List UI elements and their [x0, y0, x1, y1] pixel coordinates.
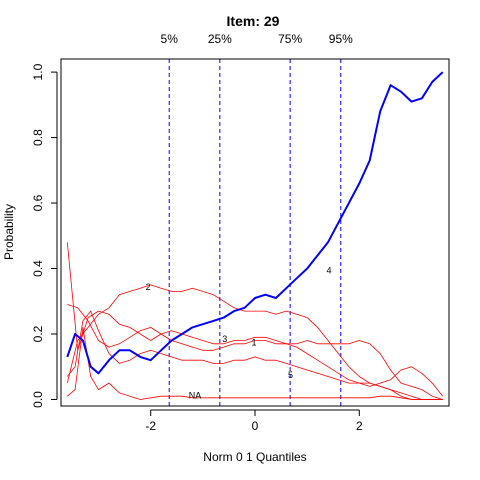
series-label-4: 5	[288, 370, 293, 380]
quantile-label-3: 95%	[329, 32, 353, 46]
y-tick-label-1: 0.2	[31, 325, 45, 342]
series-line-2	[67, 304, 443, 400]
axes: -2 0 2 0.0 0.2 0.4 0.6 0.8 1.0	[31, 63, 363, 433]
y-axis-label: Probability	[2, 204, 16, 260]
quantile-label-1: 25%	[208, 32, 232, 46]
x-tick-label-1: 0	[252, 419, 259, 433]
y-tick-label-0: 0.0	[31, 391, 45, 408]
series-line-3	[66, 242, 444, 397]
series-line-0	[66, 71, 444, 375]
y-tick-label-2: 0.4	[31, 260, 45, 277]
quantile-lines: 5% 25% 75% 95%	[161, 32, 353, 406]
series-line-5	[67, 326, 443, 400]
x-axis-label: Norm 0 1 Quantiles	[203, 450, 306, 464]
y-tick-label-5: 1.0	[31, 63, 45, 80]
series-label-5: NA	[189, 390, 202, 400]
series-line-4	[66, 310, 443, 400]
plot-frame	[60, 58, 450, 407]
x-tick-label-2: 2	[356, 419, 363, 433]
series-label-0: 4	[327, 265, 332, 275]
chart-title: Item: 29	[227, 13, 280, 29]
series-label-3: 1	[251, 337, 256, 347]
curve-labels: 4 2 3 1 5 NA	[146, 265, 332, 400]
x-tick-label-0: -2	[145, 419, 156, 433]
y-tick-label-4: 0.8	[31, 129, 45, 146]
series-label-1: 2	[146, 282, 151, 292]
y-tick-label-3: 0.6	[31, 194, 45, 211]
quantile-label-2: 75%	[278, 32, 302, 46]
series-label-2: 3	[222, 334, 227, 344]
series-lines	[66, 71, 444, 400]
quantile-label-0: 5%	[161, 32, 179, 46]
